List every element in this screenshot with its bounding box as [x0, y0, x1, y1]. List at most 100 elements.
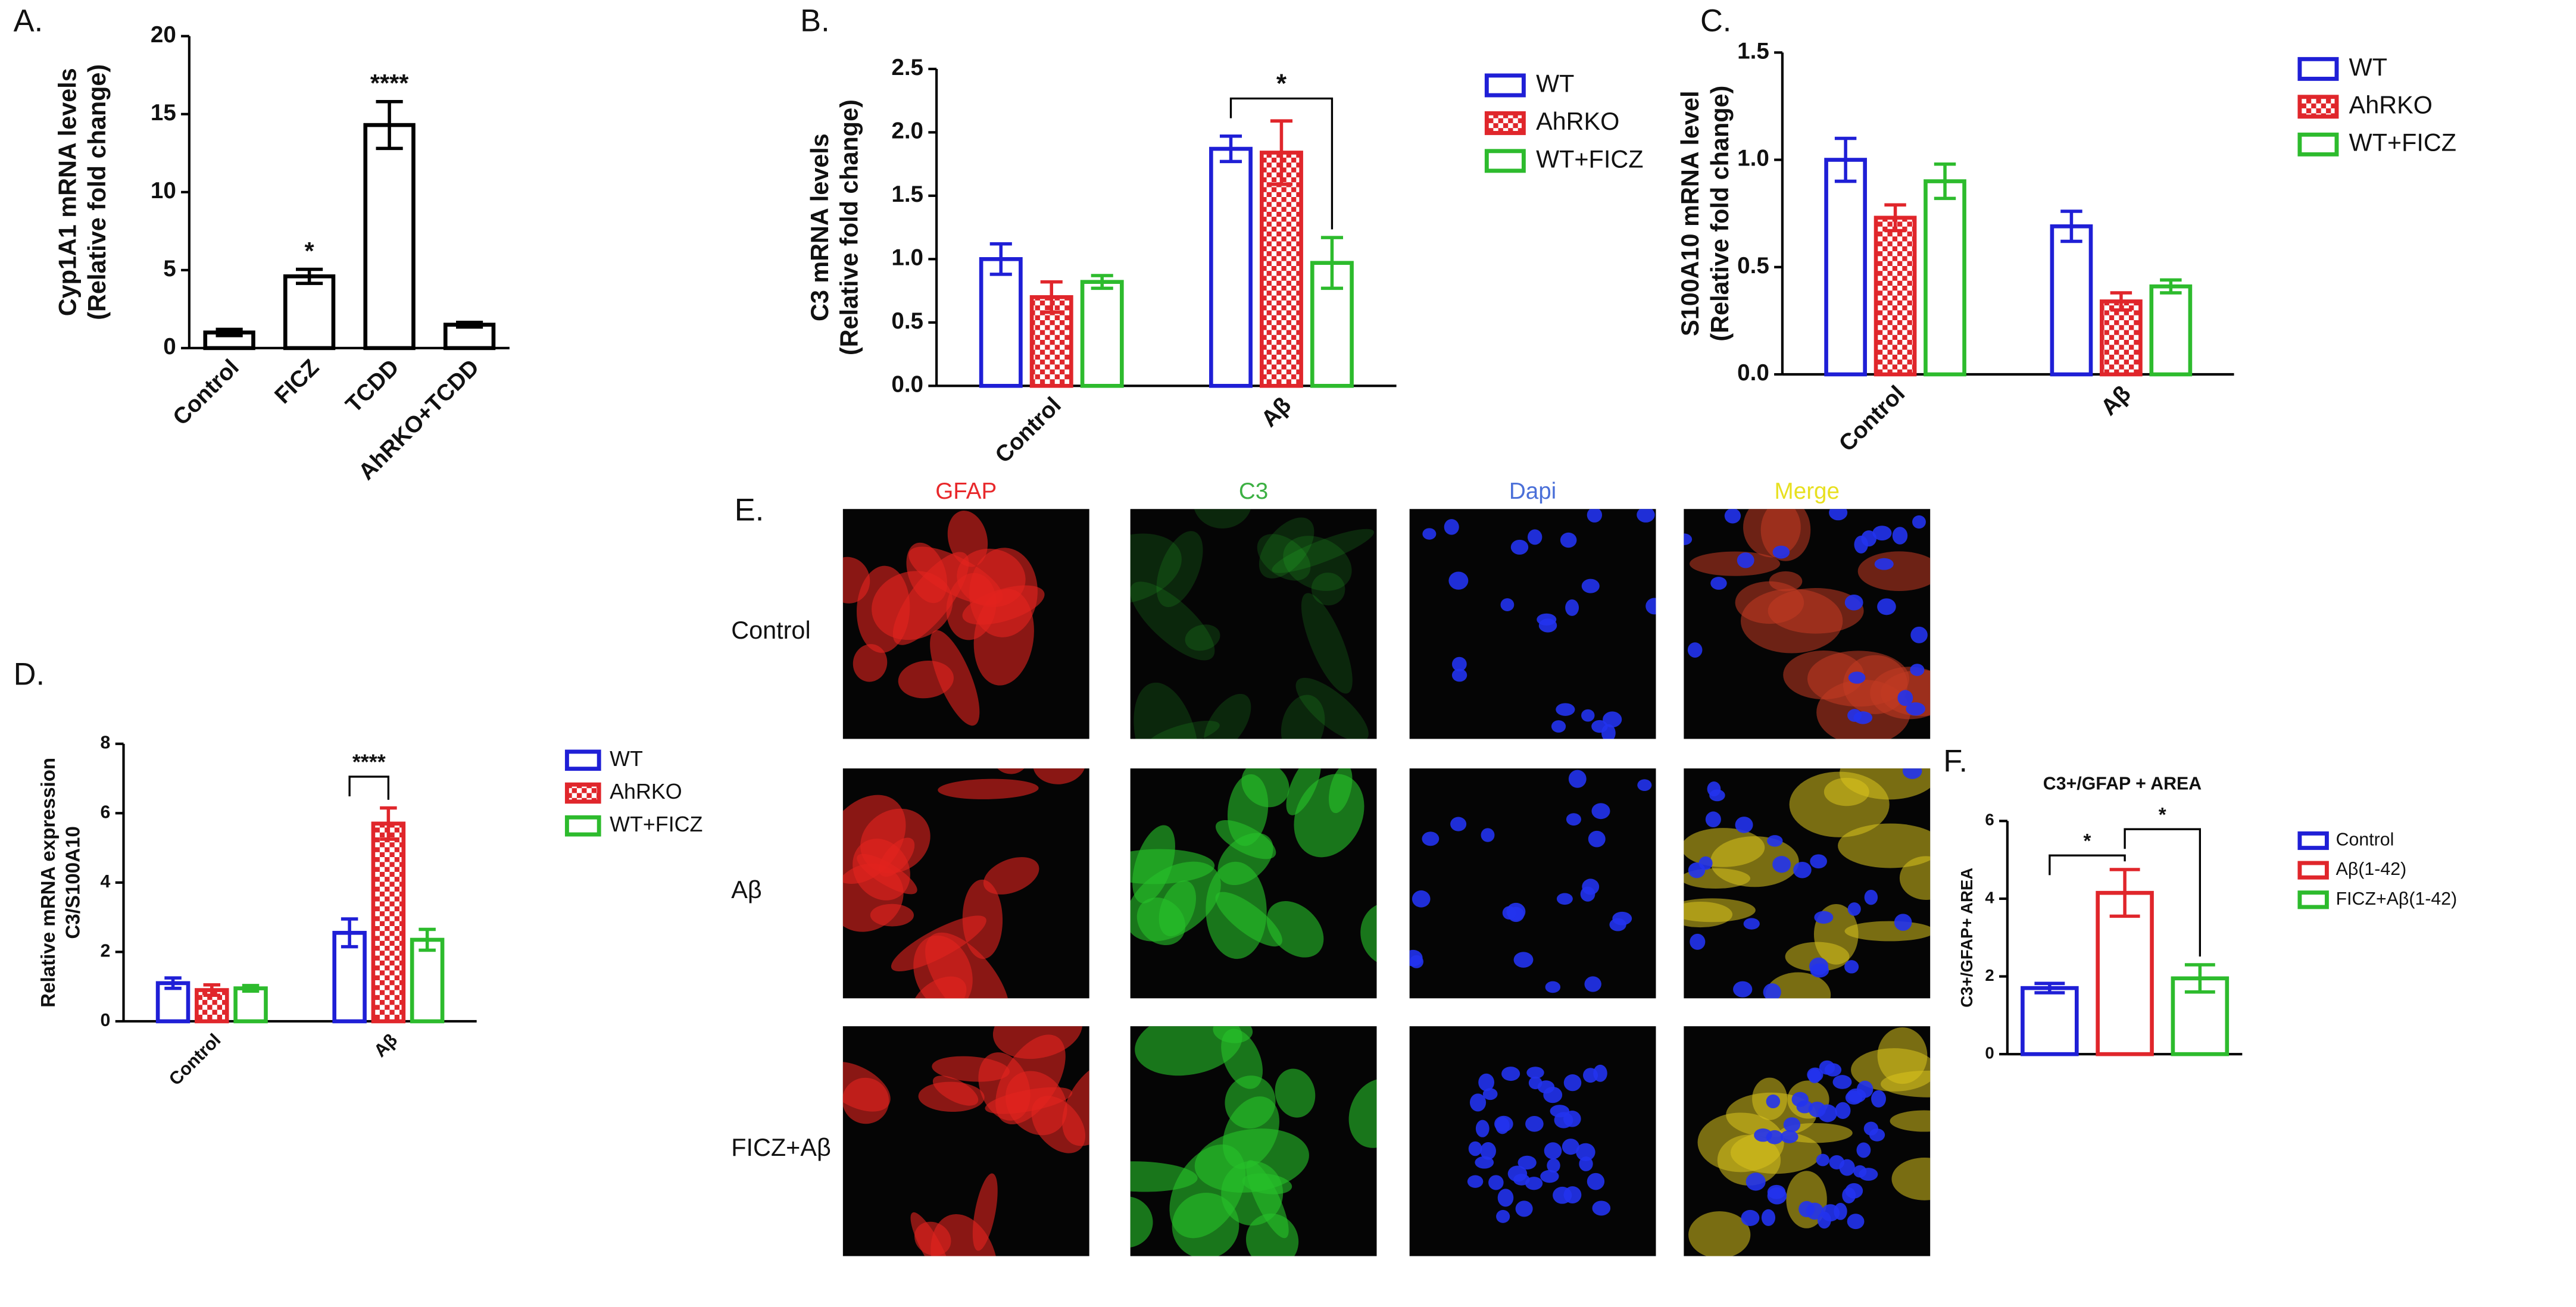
nucleus [1709, 789, 1725, 802]
nucleus [1565, 599, 1579, 616]
nucleus [1864, 889, 1878, 905]
y-tick-label: 2.5 [891, 55, 923, 80]
nucleus [1451, 668, 1467, 682]
row-label: Control [731, 617, 810, 644]
nucleus [1910, 626, 1928, 643]
nucleus [1814, 911, 1834, 924]
x-tick-label: Control [168, 355, 243, 430]
error-bar [380, 806, 397, 841]
cells [1684, 509, 1931, 739]
nucleus [1819, 1060, 1835, 1075]
x-tick-label: Aβ [1256, 392, 1296, 432]
bar [283, 274, 336, 351]
y-tick-label: 1.0 [1737, 146, 1769, 171]
error-bar [419, 927, 436, 952]
nucleus [1527, 529, 1543, 545]
x-tick-label: TCDD [341, 355, 404, 418]
cell [1890, 1110, 1931, 1132]
cell [891, 915, 986, 972]
y-tick-label: 5 [163, 256, 176, 282]
nucleus [1422, 528, 1437, 540]
cell [1193, 509, 1252, 529]
cell [932, 1056, 1010, 1082]
nucleus [1809, 957, 1829, 975]
cell [1172, 1193, 1239, 1256]
nucleus [1502, 906, 1516, 920]
nucleus [1737, 552, 1754, 568]
y-axis-label: Cyp1A1 mRNA levels [54, 68, 81, 316]
y-tick-label: 1.5 [1737, 38, 1769, 64]
significance-label: * [2159, 804, 2166, 826]
nucleus [1488, 1175, 1504, 1190]
x-tick-label: Control [990, 392, 1066, 468]
nucleus [1582, 878, 1600, 895]
nucleus [1469, 1093, 1487, 1112]
nucleus [1793, 861, 1812, 878]
nucleus [1810, 854, 1827, 869]
legend-swatch [2297, 890, 2329, 909]
cell [1156, 531, 1203, 608]
nucleus [1563, 1186, 1582, 1203]
nucleus [1834, 1203, 1847, 1220]
error-bar [1270, 119, 1293, 186]
cell [898, 660, 954, 699]
cell [842, 863, 904, 932]
image-background [1409, 1026, 1656, 1256]
nucleus [1525, 1115, 1544, 1132]
panel-label: A. [14, 4, 43, 38]
nucleus [1518, 1155, 1537, 1170]
cell [1765, 972, 1831, 999]
nucleus [1772, 856, 1791, 873]
nucleus [1587, 509, 1603, 523]
column-label: GFAP [935, 479, 997, 504]
y-axis-label: (Relative fold change) [1706, 86, 1734, 342]
cell [1130, 533, 1182, 605]
error-bar [989, 242, 1012, 276]
cell [972, 1173, 998, 1251]
y-tick-label: 1.0 [891, 245, 923, 271]
cell [1134, 682, 1198, 739]
nucleus [1829, 1155, 1845, 1170]
cell-image [842, 768, 1089, 999]
cell [1130, 1196, 1153, 1248]
cell [1221, 1028, 1263, 1089]
bar [1080, 280, 1124, 388]
chart: F. C3+/GFAP + AREA 0 2 4 6 C3+/GFAP+ AREA * * Con… [1943, 745, 2457, 1062]
legend-swatch [564, 749, 601, 771]
nucleus [1897, 690, 1913, 706]
nucleus [1409, 949, 1423, 967]
error-bar [1320, 236, 1343, 290]
x-tick-label: FICZ [270, 355, 324, 409]
cell-image [1130, 1026, 1377, 1256]
cell [1033, 768, 1086, 784]
cell [925, 932, 1010, 999]
nucleus [1475, 1120, 1490, 1137]
cell [1147, 720, 1220, 739]
cell [1743, 509, 1801, 558]
nucleus [1528, 1076, 1543, 1090]
image-background [1409, 509, 1656, 739]
cell [1257, 534, 1311, 581]
cell [1348, 1078, 1377, 1148]
cell [1286, 768, 1321, 815]
row-label: FICZ+Aβ [731, 1134, 830, 1161]
nucleus [1481, 828, 1495, 842]
nucleus [1422, 831, 1440, 846]
nucleus [1500, 598, 1515, 611]
cell [1717, 1134, 1781, 1186]
significance-bracket [2124, 828, 2202, 957]
significance-label: **** [370, 70, 409, 97]
nucleus [1847, 1214, 1865, 1230]
nucleus [1871, 1090, 1886, 1108]
legend-swatch [564, 782, 601, 804]
cell [983, 857, 1039, 895]
significance-label: * [305, 237, 315, 265]
nucleus [1645, 598, 1656, 615]
nucleus [1687, 642, 1703, 658]
legend-swatch [2297, 861, 2329, 880]
nucleus [1478, 1073, 1494, 1092]
column-label: C3 [1239, 479, 1268, 504]
y-axis-label: C3/S100A10 [63, 826, 85, 939]
cell-image [1684, 1026, 1931, 1256]
